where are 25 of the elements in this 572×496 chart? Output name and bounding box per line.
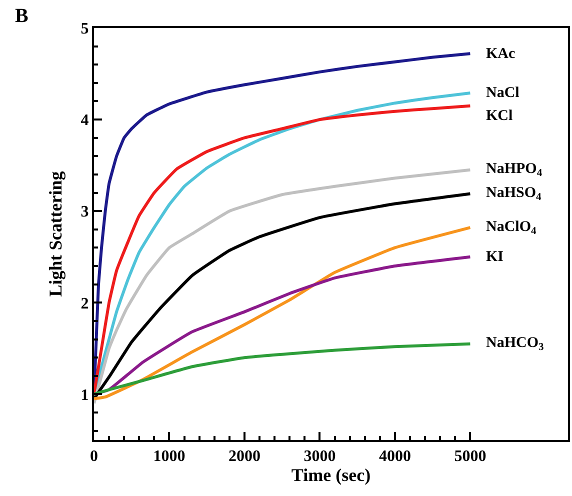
x-axis-title: Time (sec)	[291, 465, 371, 486]
series-label: NaHSO$_{4}$	[486, 185, 542, 204]
x-tick-label: 2000	[228, 448, 260, 466]
y-tick-label: 2	[80, 295, 89, 312]
series-label: NaClO$_{4}$	[486, 219, 537, 238]
y-tick-label: 5	[80, 20, 89, 38]
x-tick-label: 3000	[304, 448, 336, 466]
line-series	[94, 255, 472, 396]
series-label: NaCl	[486, 85, 520, 101]
y-axis-title: Light Scattering	[46, 171, 66, 297]
text: B	[15, 5, 28, 27]
series-label: NaHCO$_{3}$	[486, 335, 544, 354]
x-tick-label: 0	[90, 448, 98, 466]
x-tick-label: 1000	[153, 448, 186, 466]
series-label: KAc	[486, 46, 516, 62]
x-tick-label: 5000	[454, 448, 486, 466]
line-series	[94, 226, 472, 400]
series-label: KCl	[486, 108, 513, 124]
series-label: NaHPO$_{4}$	[486, 161, 543, 180]
y-tick-label: 1	[80, 386, 89, 404]
line-series	[94, 342, 472, 396]
y-tick-label: 3	[80, 204, 89, 221]
series-label: KI	[486, 249, 504, 265]
y-tick-label: 4	[80, 112, 89, 130]
x-tick-label: 4000	[378, 448, 411, 466]
